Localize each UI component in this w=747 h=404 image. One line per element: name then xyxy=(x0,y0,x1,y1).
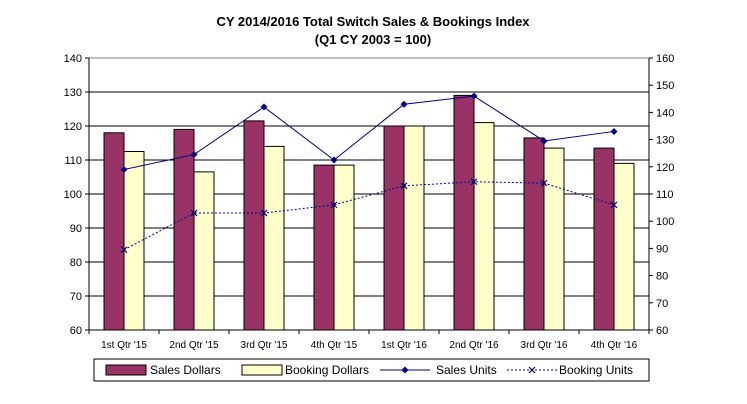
bar-sales-dollars xyxy=(243,120,265,331)
right-tick-label: 100 xyxy=(656,216,674,228)
bar-booking-dollars xyxy=(403,125,425,331)
point-booking-units xyxy=(190,209,198,217)
bar-booking-dollars xyxy=(473,122,495,331)
line-booking-units xyxy=(123,181,615,251)
point-sales-units xyxy=(120,166,128,174)
bar-sales-dollars xyxy=(173,128,195,331)
bar-sales-dollars xyxy=(103,132,125,331)
right-tick-label: 110 xyxy=(656,189,674,201)
legend-label-booking-units: Booking Units xyxy=(559,363,633,377)
right-tick-label: 70 xyxy=(656,298,668,310)
x-tick-label: 3rd Qtr '16 xyxy=(521,340,568,351)
left-tick-label: 140 xyxy=(64,53,82,65)
left-tick-label: 110 xyxy=(64,155,82,167)
x-tick-label: 2nd Qtr '16 xyxy=(449,340,499,351)
point-booking-units xyxy=(260,209,268,217)
chart-title: CY 2014/2016 Total Switch Sales & Bookin… xyxy=(216,14,530,29)
bar-sales-dollars xyxy=(453,94,475,331)
bar-booking-dollars xyxy=(193,171,215,331)
chart-subtitle: (Q1 CY 2003 = 100) xyxy=(315,32,431,47)
bars xyxy=(103,94,635,331)
point-sales-units xyxy=(610,127,618,135)
bar-sales-dollars xyxy=(523,137,545,331)
left-axis: 60 70 80 90 100 110 120 130 140 xyxy=(64,53,90,337)
point-booking-units xyxy=(540,179,548,187)
bar-sales-dollars xyxy=(313,164,335,331)
x-tick-label: 3rd Qtr '15 xyxy=(241,340,288,351)
bar-booking-dollars xyxy=(543,147,565,331)
right-tick-label: 120 xyxy=(656,162,674,174)
x-tick-label: 1st Qtr '15 xyxy=(101,340,147,351)
left-tick-label: 120 xyxy=(64,121,82,133)
left-tick-label: 90 xyxy=(70,223,82,235)
legend-label-sales-dollars: Sales Dollars xyxy=(150,363,221,377)
point-sales-units xyxy=(330,156,338,164)
point-booking-units xyxy=(400,182,408,190)
point-sales-units xyxy=(540,137,548,145)
right-tick-label: 150 xyxy=(656,80,674,92)
legend-label-booking-dollars: Booking Dollars xyxy=(285,363,369,377)
point-sales-units xyxy=(260,103,268,111)
legend: Sales Dollars Booking Dollars Sales Units B… xyxy=(93,358,650,382)
point-booking-units xyxy=(120,246,128,254)
legend-swatch-sales-dollars xyxy=(105,364,147,376)
left-tick-label: 130 xyxy=(64,87,82,99)
bar-sales-dollars xyxy=(383,125,405,331)
point-sales-units xyxy=(400,100,408,108)
bar-booking-dollars xyxy=(613,162,635,331)
right-axis: 60 70 80 90 100 110 120 130 140 150 160 xyxy=(648,53,674,337)
legend-swatch-booking-dollars xyxy=(241,364,283,376)
line-sales-units xyxy=(123,95,615,171)
left-tick-label: 80 xyxy=(70,257,82,269)
legend-marker-sales-units xyxy=(401,366,409,374)
point-booking-units xyxy=(470,178,478,186)
left-tick-label: 70 xyxy=(70,291,82,303)
bar-booking-dollars xyxy=(333,164,355,331)
point-sales-units xyxy=(470,92,478,100)
left-tick-label: 100 xyxy=(64,189,82,201)
x-tick-label: 4th Qtr '16 xyxy=(591,340,638,351)
right-tick-label: 130 xyxy=(656,135,674,147)
x-tick-label: 2nd Qtr '15 xyxy=(169,340,219,351)
right-tick-label: 60 xyxy=(656,325,668,337)
legend-marker-booking-units xyxy=(528,366,536,374)
right-tick-label: 80 xyxy=(656,271,668,283)
series-lines xyxy=(120,92,618,254)
right-tick-label: 160 xyxy=(656,53,674,65)
bar-sales-dollars xyxy=(593,147,615,331)
x-tick-label: 4th Qtr '15 xyxy=(311,340,358,351)
right-tick-label: 90 xyxy=(656,243,668,255)
x-axis: 1st Qtr '15 2nd Qtr '15 3rd Qtr '15 4th Qtr… xyxy=(88,329,650,351)
legend-label-sales-units: Sales Units xyxy=(436,363,497,377)
point-booking-units xyxy=(330,201,338,209)
x-tick-label: 1st Qtr '16 xyxy=(381,340,427,351)
left-tick-label: 60 xyxy=(70,325,82,337)
bar-booking-dollars xyxy=(123,151,145,331)
bar-booking-dollars xyxy=(263,145,285,331)
point-sales-units xyxy=(190,151,198,159)
legend-box xyxy=(93,358,650,382)
point-booking-units xyxy=(610,201,618,209)
gridlines xyxy=(89,91,649,297)
right-tick-label: 140 xyxy=(656,107,674,119)
